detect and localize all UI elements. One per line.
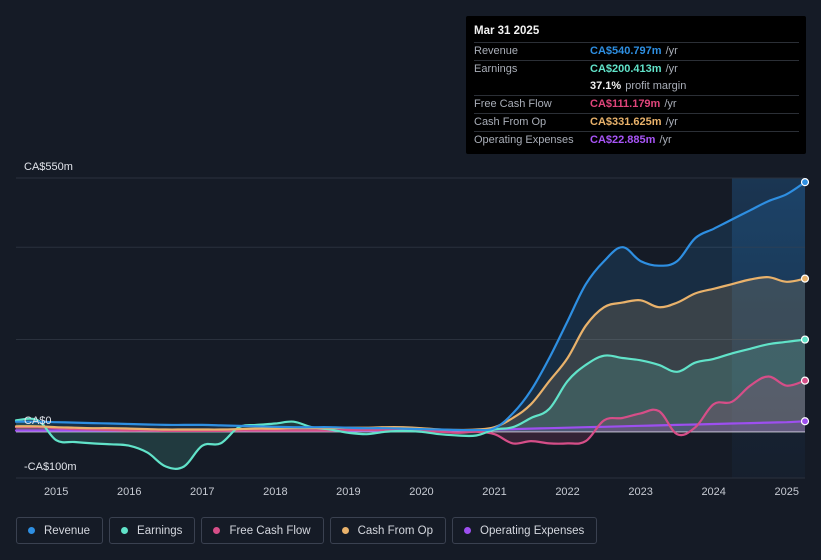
tooltip-value: CA$200.413m: [590, 63, 662, 75]
tooltip-unit: /yr: [665, 63, 678, 75]
x-tick-label: 2019: [336, 486, 360, 498]
tooltip-panel: Mar 31 2025 Revenue CA$540.797m /yr Earn…: [466, 16, 806, 154]
tooltip-value: CA$331.625m: [590, 116, 662, 128]
series-area-revenue: [16, 182, 805, 432]
legend-label: Earnings: [137, 524, 183, 537]
y-tick-label: -CA$100m: [24, 461, 77, 473]
tooltip-value: CA$111.179m: [590, 98, 661, 110]
profit-margin-value: 37.1%: [590, 80, 622, 92]
tooltip-value: CA$540.797m: [590, 45, 662, 57]
series-end-point: [800, 274, 810, 283]
x-tick-label: 2025: [774, 486, 798, 498]
x-tick-label: 2023: [628, 486, 652, 498]
series-area-cash-from-op: [16, 277, 805, 432]
legend-label: Free Cash Flow: [229, 524, 311, 537]
chart-area: CA$550m CA$0 -CA$100m 2015 2016 2017 2018 2019…: [14, 161, 810, 498]
y-tick-label: CA$550m: [24, 161, 73, 173]
highlight-band: [731, 178, 805, 478]
series-end-point: [800, 335, 810, 344]
x-tick-label: 2020: [409, 486, 433, 498]
legend-item-earnings[interactable]: Earnings: [109, 517, 196, 544]
legend-dot-icon: [28, 527, 35, 534]
x-tick-label: 2016: [117, 486, 141, 498]
y-axis-labels: CA$550m CA$0 -CA$100m: [24, 161, 77, 473]
series-area-operating-expenses: [16, 421, 805, 432]
tooltip-unit: /yr: [659, 134, 672, 146]
tooltip-date: Mar 31 2025: [474, 25, 540, 37]
legend-dot-icon: [121, 527, 129, 534]
tooltip-label: Free Cash Flow: [474, 98, 552, 110]
tooltip-row-operating-expenses: Operating Expenses CA$22.885m /yr: [474, 131, 799, 149]
series-line-revenue: [14, 181, 807, 432]
series-end-point: [800, 376, 810, 385]
legend-dot-icon: [213, 527, 221, 534]
series-end-point: [800, 417, 810, 426]
series-line-earnings: [14, 338, 807, 470]
legend-dot-icon: [341, 527, 349, 534]
series-end-point: [800, 178, 810, 187]
x-axis-labels: 2015 2016 2017 2018 2019 2020 2021 2022 2023 2024…: [44, 486, 799, 498]
tooltip-unit: /yr: [665, 116, 678, 128]
tooltip-row-revenue: Revenue CA$540.797m /yr: [474, 42, 799, 60]
chart-legend: Revenue Earnings Free Cash Flow Cash Fro…: [16, 517, 598, 544]
x-tick-label: 2015: [44, 486, 68, 498]
legend-label: Cash From Op: [357, 524, 434, 537]
x-tick-label: 2018: [263, 486, 287, 498]
tooltip-label: Revenue: [474, 45, 519, 57]
legend-item-free-cash-flow[interactable]: Free Cash Flow: [201, 517, 324, 544]
tooltip-row-profit-margin: 37.1% profit margin: [474, 78, 799, 95]
tooltip-label: Cash From Op: [474, 116, 547, 128]
series-areas: [16, 182, 805, 469]
legend-label: Operating Expenses: [480, 524, 585, 537]
tooltip-row-earnings: Earnings CA$200.413m /yr: [474, 60, 799, 78]
tooltip-label: Earnings: [474, 63, 518, 75]
tooltip-value: CA$22.885m: [590, 134, 656, 146]
series-end-markers: [800, 178, 810, 426]
x-tick-label: 2021: [482, 486, 506, 498]
legend-item-operating-expenses[interactable]: Operating Expenses: [452, 517, 598, 544]
series-area-earnings: [16, 339, 805, 469]
series-lines: [14, 181, 807, 470]
series-line-cash-from-op: [14, 276, 807, 432]
tooltip-row-cash-from-op: Cash From Op CA$331.625m /yr: [474, 113, 799, 131]
tooltip-label: Operating Expenses: [474, 134, 574, 146]
x-tick-label: 2022: [555, 486, 579, 498]
legend-dot-icon: [464, 527, 472, 534]
y-tick-label: CA$0: [24, 415, 52, 427]
legend-label: Revenue: [44, 524, 91, 537]
tooltip-row-free-cash-flow: Free Cash Flow CA$111.179m /yr: [474, 95, 799, 113]
tooltip-unit: /yr: [665, 45, 678, 57]
profit-margin-text: profit margin: [625, 80, 687, 92]
tooltip-unit: /yr: [664, 98, 677, 110]
legend-item-cash-from-op[interactable]: Cash From Op: [329, 517, 447, 544]
x-tick-label: 2017: [190, 486, 214, 498]
x-tick-label: 2024: [701, 486, 725, 498]
legend-item-revenue[interactable]: Revenue: [16, 517, 104, 544]
